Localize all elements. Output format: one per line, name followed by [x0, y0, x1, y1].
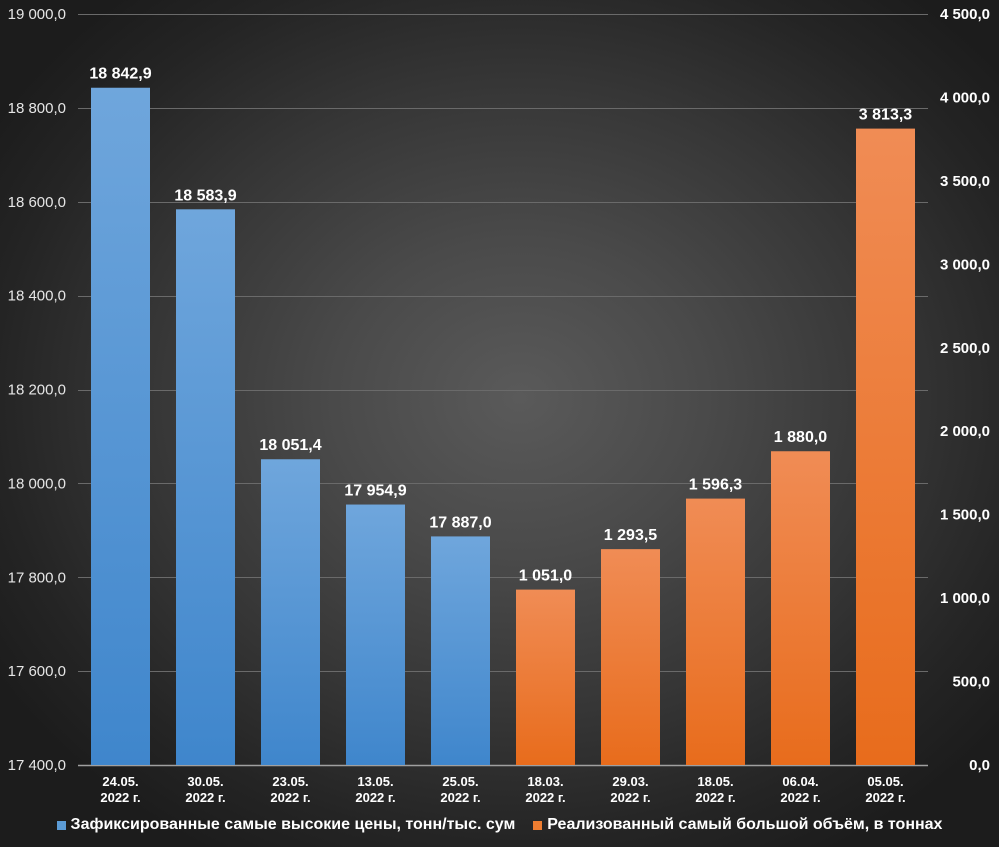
bar-volume[interactable]: [601, 549, 660, 765]
right-axis-tick-label: 4 500,0: [940, 6, 990, 23]
left-axis-tick-label: 17 400,0: [8, 757, 66, 774]
data-labels: 18 842,9 18 583,9 18 051,4 17 954,9 17 887,0…: [89, 66, 912, 585]
left-axis-tick-label: 18 200,0: [8, 382, 66, 399]
legend: Зафиксированные самые высокие цены, тонн…: [0, 812, 999, 838]
category-label: 13.05. 2022 г.: [355, 774, 395, 805]
data-label: 18 583,9: [174, 187, 236, 204]
x-axis: 24.05. 2022 г. 30.05. 2022 г. 23.05. 2022 г. 1…: [100, 774, 905, 805]
right-axis-tick-label: 2 500,0: [940, 340, 990, 357]
bar-price[interactable]: [346, 504, 405, 765]
legend-item-volume[interactable]: Реализованный самый большой объём, в тон…: [533, 816, 942, 834]
right-axis-tick-label: 4 000,0: [940, 89, 990, 106]
bar-price[interactable]: [176, 209, 235, 765]
bar-volume[interactable]: [686, 498, 745, 765]
data-label: 18 842,9: [89, 66, 151, 83]
right-axis-tick-label: 1 500,0: [940, 507, 990, 524]
bar-price[interactable]: [431, 536, 490, 765]
left-axis-tick-label: 19 000,0: [8, 6, 66, 23]
left-axis-tick-label: 17 800,0: [8, 569, 66, 586]
category-label: 18.05. 2022 г.: [695, 774, 735, 805]
category-label: 29.03. 2022 г.: [610, 774, 650, 805]
left-axis-tick-label: 18 800,0: [8, 100, 66, 117]
legend-swatch-volume: [533, 820, 543, 830]
legend-item-prices[interactable]: Зафиксированные самые высокие цены, тонн…: [56, 816, 516, 834]
bar-volume[interactable]: [771, 451, 830, 765]
left-axis-tick-label: 18 000,0: [8, 475, 66, 492]
category-label: 23.05. 2022 г.: [270, 774, 310, 805]
data-label: 18 051,4: [259, 437, 321, 454]
legend-label-prices: Зафиксированные самые высокие цены, тонн…: [70, 816, 516, 833]
bar-volume[interactable]: [856, 128, 915, 765]
right-axis-tick-label: 3 000,0: [940, 256, 990, 273]
left-axis-tick-label: 18 600,0: [8, 194, 66, 211]
legend-label-volume: Реализованный самый большой объём, в тон…: [547, 816, 943, 833]
category-label: 25.05. 2022 г.: [440, 774, 480, 805]
left-y-axis: 17 400,0 17 600,0 17 800,0 18 000,0 18 200,0…: [8, 6, 66, 774]
bar-price[interactable]: [91, 87, 150, 765]
right-axis-tick-label: 1 000,0: [940, 590, 990, 607]
legend-swatch-prices: [56, 820, 66, 830]
category-label: 06.04. 2022 г.: [780, 774, 820, 805]
data-label: 17 887,0: [429, 514, 491, 531]
data-label: 1 051,0: [519, 568, 572, 585]
right-axis-tick-label: 0,0: [969, 757, 990, 774]
right-axis-tick-label: 3 500,0: [940, 173, 990, 190]
right-axis-tick-label: 500,0: [952, 674, 990, 691]
category-label: 30.05. 2022 г.: [185, 774, 225, 805]
data-label: 1 596,3: [689, 477, 742, 494]
category-label: 05.05. 2022 г.: [865, 774, 905, 805]
bar-chart: 18 842,9 18 583,9 18 051,4 17 954,9 17 887,0…: [7, 6, 990, 805]
data-label: 1 293,5: [604, 527, 657, 544]
right-axis-tick-label: 2 000,0: [940, 423, 990, 440]
category-label: 24.05. 2022 г.: [100, 774, 140, 805]
category-label: 18.03. 2022 г.: [525, 774, 565, 805]
data-label: 17 954,9: [344, 483, 406, 500]
data-label: 3 813,3: [859, 107, 912, 124]
right-y-axis: 0,0 500,0 1 000,0 1 500,0 2 000,0 2 500,0 3 00…: [940, 6, 990, 774]
left-axis-tick-label: 17 600,0: [8, 663, 66, 680]
bar-price[interactable]: [261, 459, 320, 765]
data-label: 1 880,0: [774, 429, 827, 446]
bar-volume[interactable]: [516, 589, 575, 765]
left-axis-tick-label: 18 400,0: [8, 288, 66, 305]
bars: [91, 87, 915, 765]
